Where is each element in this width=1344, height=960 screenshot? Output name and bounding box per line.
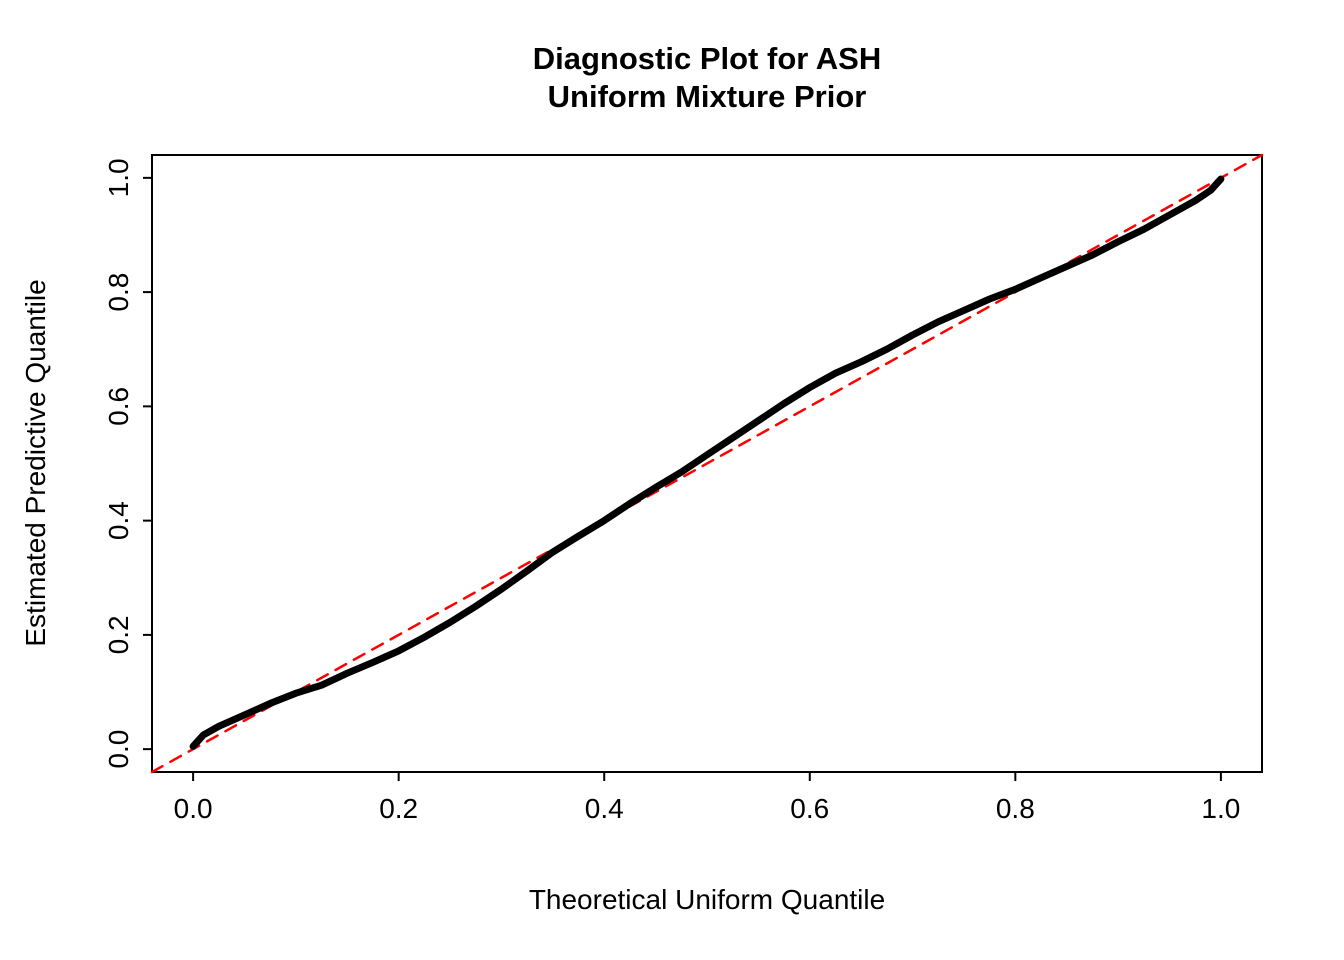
y-axis-label: Estimated Predictive Quantile xyxy=(20,279,51,647)
y-tick-label: 1.0 xyxy=(103,158,134,197)
series-reference-diagonal xyxy=(150,153,1264,774)
y-tick-label: 0.6 xyxy=(103,387,134,426)
y-tick-label: 0.8 xyxy=(103,273,134,312)
x-tick-label: 0.8 xyxy=(996,793,1035,824)
x-tick-label: 0.6 xyxy=(790,793,829,824)
y-tick-label: 0.4 xyxy=(103,501,134,540)
x-axis-label: Theoretical Uniform Quantile xyxy=(528,884,886,915)
series-estimated-quantiles xyxy=(189,175,1225,750)
x-tick-label: 0.2 xyxy=(379,793,418,824)
x-tick-label: 0.0 xyxy=(174,793,213,824)
chart-title-line-1: Diagnostic Plot for ASH xyxy=(532,41,882,76)
chart-title: Diagnostic Plot for ASH Uniform Mixture … xyxy=(152,40,1262,116)
y-tick-label: 0.0 xyxy=(103,730,134,769)
plot-box xyxy=(151,154,1263,773)
x-tick-label: 0.4 xyxy=(585,793,624,824)
x-tick-label: 1.0 xyxy=(1201,793,1240,824)
chart-title-line-2: Uniform Mixture Prior xyxy=(547,78,867,114)
y-tick-label: 0.2 xyxy=(103,615,134,654)
